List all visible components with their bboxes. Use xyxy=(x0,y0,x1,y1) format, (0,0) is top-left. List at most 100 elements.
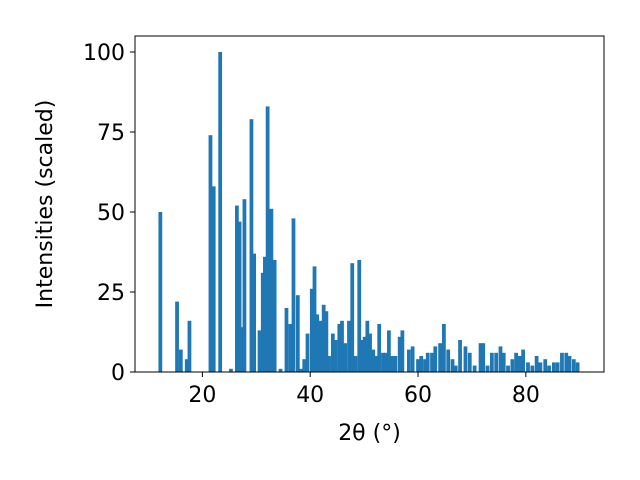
bar xyxy=(481,343,486,372)
bar xyxy=(337,324,342,372)
bar xyxy=(467,352,472,372)
bar xyxy=(295,295,300,372)
bar xyxy=(175,301,179,372)
bar xyxy=(377,324,382,372)
bar xyxy=(438,343,442,372)
y-tick-label: 100 xyxy=(83,41,125,66)
y-tick-label: 0 xyxy=(111,361,125,386)
bar xyxy=(263,256,267,372)
bar xyxy=(425,352,430,372)
bar xyxy=(400,330,405,372)
bar xyxy=(312,266,317,372)
bar xyxy=(489,352,494,372)
bar xyxy=(543,359,548,372)
bar xyxy=(178,349,183,372)
bar xyxy=(291,218,296,372)
bars-group xyxy=(158,52,580,373)
bar xyxy=(390,356,395,372)
y-axis-label: Intensities (scaled) xyxy=(33,100,58,309)
bar xyxy=(567,356,572,372)
bar xyxy=(257,330,262,372)
bar xyxy=(265,106,270,373)
bar xyxy=(242,199,247,372)
bar xyxy=(463,346,468,372)
bar xyxy=(419,356,424,372)
bar xyxy=(551,362,556,372)
y-axis: 0 25 50 75 100 xyxy=(83,41,135,386)
bar xyxy=(240,327,245,372)
bar xyxy=(521,349,526,372)
bar xyxy=(410,346,415,372)
bar xyxy=(510,359,515,372)
bar xyxy=(498,346,503,372)
bar xyxy=(327,356,331,372)
bar xyxy=(260,272,265,372)
bar xyxy=(235,205,239,372)
bar xyxy=(350,263,355,372)
bar xyxy=(321,304,326,372)
bar xyxy=(237,221,242,372)
bar xyxy=(393,356,398,372)
x-tick-label: 80 xyxy=(512,383,540,408)
bar xyxy=(430,352,434,372)
x-axis-label: 2θ (°) xyxy=(338,421,401,446)
bar xyxy=(272,260,277,372)
bar xyxy=(362,336,367,372)
bar xyxy=(187,320,192,372)
bar xyxy=(184,359,189,372)
bar xyxy=(249,119,254,372)
bar xyxy=(458,340,462,372)
bar xyxy=(299,368,303,372)
bar xyxy=(564,352,569,372)
bar xyxy=(547,365,551,372)
bar xyxy=(397,336,402,372)
bar xyxy=(406,349,411,372)
bar xyxy=(359,340,364,372)
bar xyxy=(530,365,535,372)
bar xyxy=(302,359,307,372)
bar xyxy=(538,362,543,372)
bar xyxy=(269,208,274,372)
bar xyxy=(442,324,446,372)
bar xyxy=(347,320,351,372)
bar xyxy=(506,365,510,372)
bar xyxy=(343,343,348,372)
bar xyxy=(383,352,388,372)
y-tick-label: 25 xyxy=(97,281,125,306)
bar xyxy=(368,333,372,372)
bar xyxy=(353,356,358,372)
bar xyxy=(416,359,420,372)
bar xyxy=(340,320,344,372)
bar xyxy=(446,349,451,372)
bar xyxy=(158,212,163,372)
bar xyxy=(555,362,560,372)
plot-frame xyxy=(134,35,605,373)
bar xyxy=(514,352,519,372)
bar xyxy=(365,320,370,372)
y-tick-label: 50 xyxy=(97,201,125,226)
bar xyxy=(284,308,289,372)
bar xyxy=(357,260,362,372)
bar xyxy=(333,340,338,372)
bar xyxy=(315,314,320,372)
bar xyxy=(387,330,391,372)
bar xyxy=(309,288,314,372)
bar xyxy=(252,253,257,372)
bar xyxy=(534,356,539,372)
bar xyxy=(208,135,213,372)
bar xyxy=(305,333,310,372)
bar xyxy=(478,343,483,372)
bar xyxy=(575,362,580,372)
bar xyxy=(433,346,438,372)
bar xyxy=(218,52,223,372)
y-tick-label: 75 xyxy=(97,121,125,146)
bar xyxy=(485,365,490,372)
bar xyxy=(318,320,323,372)
bar xyxy=(518,356,522,372)
bar xyxy=(229,368,233,372)
x-tick-label: 40 xyxy=(296,383,324,408)
bar xyxy=(571,359,576,372)
x-axis: 20 40 60 80 xyxy=(188,372,540,408)
bar xyxy=(278,368,283,372)
